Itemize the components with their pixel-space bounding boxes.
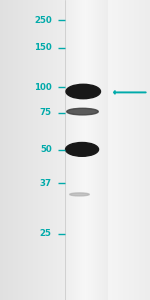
Text: 50: 50	[40, 146, 52, 154]
Ellipse shape	[66, 84, 100, 99]
Text: 100: 100	[34, 82, 52, 91]
Text: 25: 25	[40, 230, 52, 238]
Ellipse shape	[66, 142, 99, 156]
Text: 150: 150	[34, 44, 52, 52]
Text: 75: 75	[40, 108, 52, 117]
Text: 250: 250	[34, 16, 52, 25]
Text: 37: 37	[40, 178, 52, 188]
Ellipse shape	[67, 108, 98, 115]
Ellipse shape	[70, 193, 89, 196]
